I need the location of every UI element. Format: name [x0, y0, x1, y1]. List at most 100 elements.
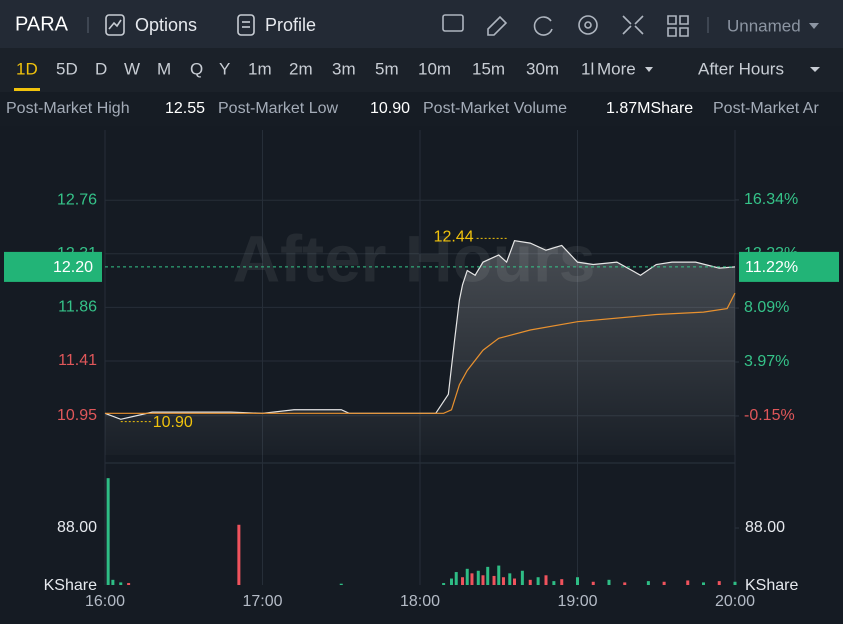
session-dropdown[interactable]: After Hours [698, 59, 820, 78]
volume-bar [591, 581, 595, 585]
volume-bar [520, 570, 524, 585]
volume-bar [702, 582, 705, 585]
volume-bar [552, 581, 556, 585]
volume-bar [508, 573, 512, 585]
options-button[interactable]: Options [105, 14, 197, 36]
options-icon [105, 14, 125, 36]
volume-bar [111, 579, 115, 585]
volume-bar [492, 575, 496, 585]
volume-bar [607, 579, 611, 585]
settings-icon-center [584, 21, 592, 29]
period-button[interactable]: 5m [375, 59, 399, 78]
refresh-icon[interactable] [533, 16, 553, 36]
volume-bar [237, 524, 241, 585]
y-tick-label: 10.95 [57, 407, 97, 424]
volume-bar [127, 583, 131, 585]
layout-dropdown[interactable]: Unnamed [727, 16, 819, 35]
stat-label: Post-Market Ar [713, 100, 819, 117]
period-button[interactable]: 30m [526, 59, 559, 78]
volume-unit: KShare [44, 577, 97, 594]
last-change-tag [739, 251, 839, 282]
x-tick-label: 18:00 [400, 593, 440, 610]
volume-bar [717, 581, 721, 585]
top-bar [0, 0, 843, 48]
session-label: After Hours [698, 59, 784, 78]
period-button[interactable]: D [95, 59, 107, 78]
chart-type-icon[interactable] [442, 14, 464, 32]
period-button[interactable]: M [157, 59, 171, 78]
volume-bar [497, 565, 501, 585]
y-tick-label: 11.41 [58, 352, 97, 369]
price-area [105, 240, 735, 455]
volume-bar [528, 579, 532, 585]
layout-icon[interactable] [667, 15, 689, 37]
x-tick-label: 16:00 [85, 593, 125, 610]
stat-label: Post-Market Low [218, 100, 338, 117]
y-tick-label: 12.76 [57, 191, 97, 208]
volume-unit: KShare [745, 577, 798, 594]
profile-icon [237, 14, 255, 36]
dropdown-caret [809, 23, 819, 29]
period-button[interactable]: 5D [56, 59, 78, 78]
volume-bar [560, 579, 564, 585]
last-price-tag [4, 251, 102, 282]
volume-bar [733, 581, 737, 585]
volume-bar [513, 578, 516, 585]
period-button[interactable]: 1l [581, 59, 594, 78]
volume-bar [106, 478, 110, 585]
volume-bar [119, 582, 123, 585]
volume-bar [470, 573, 474, 585]
volume-bar [461, 577, 465, 585]
draw-icon[interactable] [487, 15, 508, 36]
volume-bar [501, 577, 505, 585]
period-button[interactable]: 1m [248, 59, 272, 78]
volume-bar [465, 568, 469, 585]
profile-button[interactable]: Profile [237, 14, 316, 36]
stat-value: 12.55 [165, 100, 205, 117]
low-marker-label: 10.90 [153, 414, 193, 431]
x-tick-label: 17:00 [242, 593, 282, 610]
volume-bar [339, 583, 343, 585]
symbol: PARA [15, 13, 69, 35]
period-button[interactable]: 1D [16, 59, 38, 78]
stats-bar [0, 92, 843, 126]
last-price-label: 12.20 [53, 259, 93, 276]
period-button[interactable]: 3m [332, 59, 356, 78]
period-button[interactable]: 2m [289, 59, 313, 78]
y2-tick-label: 3.97% [744, 353, 789, 370]
volume-bar [646, 581, 650, 585]
dropdown-caret [645, 67, 653, 72]
volume-bar [442, 583, 446, 585]
y-tick-label: 11.86 [58, 299, 97, 316]
period-bar [0, 48, 843, 92]
more-periods[interactable]: More [597, 59, 653, 78]
volume-bar [486, 566, 490, 585]
high-marker-label: 12.44 [434, 229, 474, 246]
period-button[interactable]: Q [190, 59, 203, 78]
volume-tick-label: 88.00 [745, 519, 785, 536]
options-icon-line [108, 19, 122, 30]
period-button[interactable]: 15m [472, 59, 505, 78]
volume-bar [454, 572, 458, 585]
stat-value: 10.90 [370, 100, 410, 117]
fullscreen-icon[interactable] [622, 15, 644, 35]
layout-name: Unnamed [727, 16, 801, 35]
stat-label: Post-Market Volume [423, 100, 567, 117]
dropdown-caret [810, 67, 820, 72]
more-label: More [597, 59, 636, 78]
stat-label: Post-Market High [6, 100, 130, 117]
volume-bar [623, 582, 627, 585]
period-button[interactable]: Y [219, 59, 230, 78]
settings-icon[interactable] [578, 15, 598, 35]
volume-bar [481, 575, 485, 585]
period-button[interactable]: W [124, 59, 140, 78]
volume-bar [544, 575, 548, 585]
options-label: Options [135, 15, 197, 35]
price-line [104, 240, 736, 420]
volume-bar [662, 581, 666, 585]
x-tick-label: 19:00 [557, 593, 597, 610]
period-button[interactable]: 10m [418, 59, 451, 78]
average-line [105, 292, 736, 414]
